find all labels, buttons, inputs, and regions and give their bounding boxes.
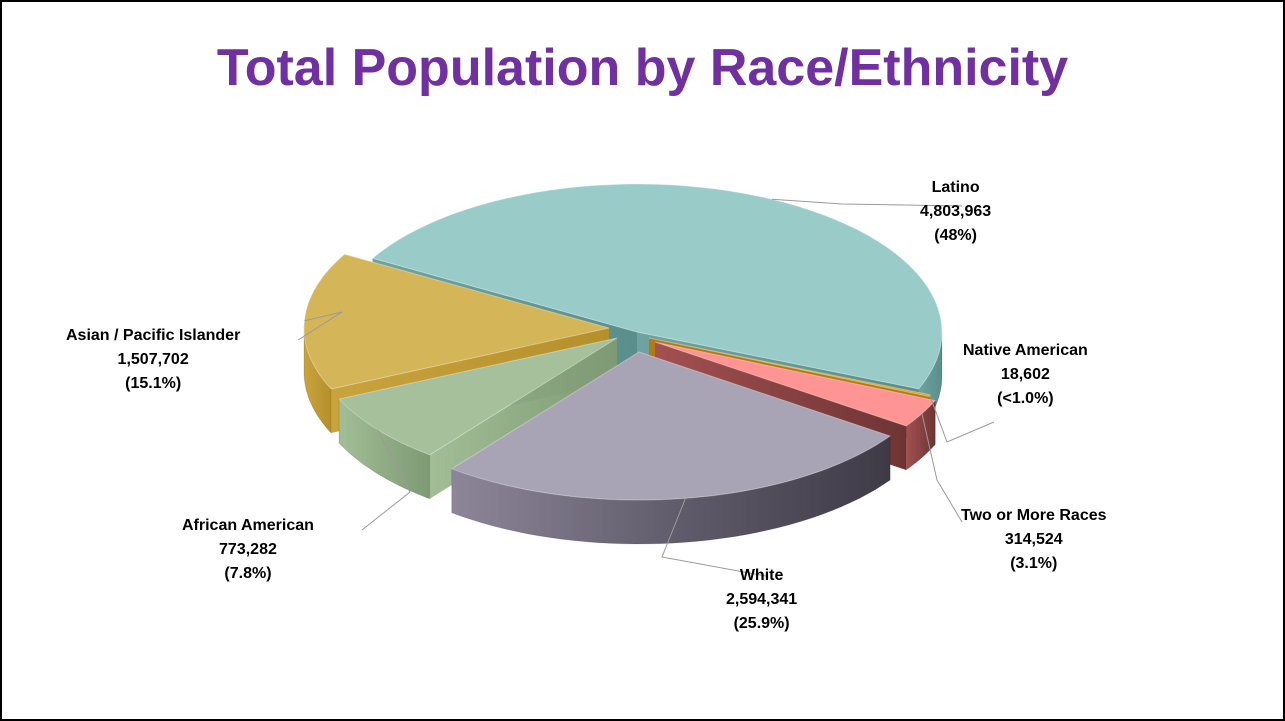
label-asian-pct: (15.1%) [125,375,182,392]
label-asian-pacific-islander: Asian / Pacific Islander 1,507,702 (15.1… [66,324,240,396]
label-white-name: White [739,567,784,584]
leader-lines [297,198,995,577]
leader-line-white [661,498,767,577]
label-two-value: 314,524 [1004,531,1063,548]
label-white-pct: (25.9%) [733,615,790,632]
label-african-name: African American [182,517,314,534]
label-latino: Latino 4,803,963 (48%) [920,176,991,248]
chart-title: Total Population by Race/Ethnicity [216,39,1069,97]
label-african-pct: (7.8%) [224,565,272,582]
label-native-pct: (<1.0%) [997,390,1054,407]
label-asian-value: 1,507,702 [117,351,189,368]
slice-top-native [648,337,931,398]
label-latino-name: Latino [931,179,980,196]
leader-line-asian [297,311,343,341]
slice-rim-two-0 [905,399,936,471]
label-native-value: 18,602 [1000,366,1050,383]
label-white: White 2,594,341 (25.9%) [726,564,797,636]
leader-line-latino [771,198,963,207]
label-latino-value: 4,803,963 [920,203,992,220]
label-latino-pct: (48%) [934,227,977,244]
label-two-or-more: Two or More Races 314,524 (3.1%) [961,504,1107,576]
label-african-american: African American 773,282 (7.8%) [182,514,314,586]
label-native-name: Native American [963,342,1088,359]
label-asian-name: Asian / Pacific Islander [66,327,241,344]
label-african-value: 773,282 [219,541,277,558]
pie-slice-white [450,351,892,545]
leader-line-native [929,395,995,443]
leader-line-two [921,413,963,523]
label-two-name: Two or More Races [961,507,1107,524]
label-white-value: 2,594,341 [726,591,798,608]
label-two-pct: (3.1%) [1010,555,1058,572]
leader-line-african [361,429,411,531]
label-native-american: Native American 18,602 (<1.0%) [963,339,1088,411]
